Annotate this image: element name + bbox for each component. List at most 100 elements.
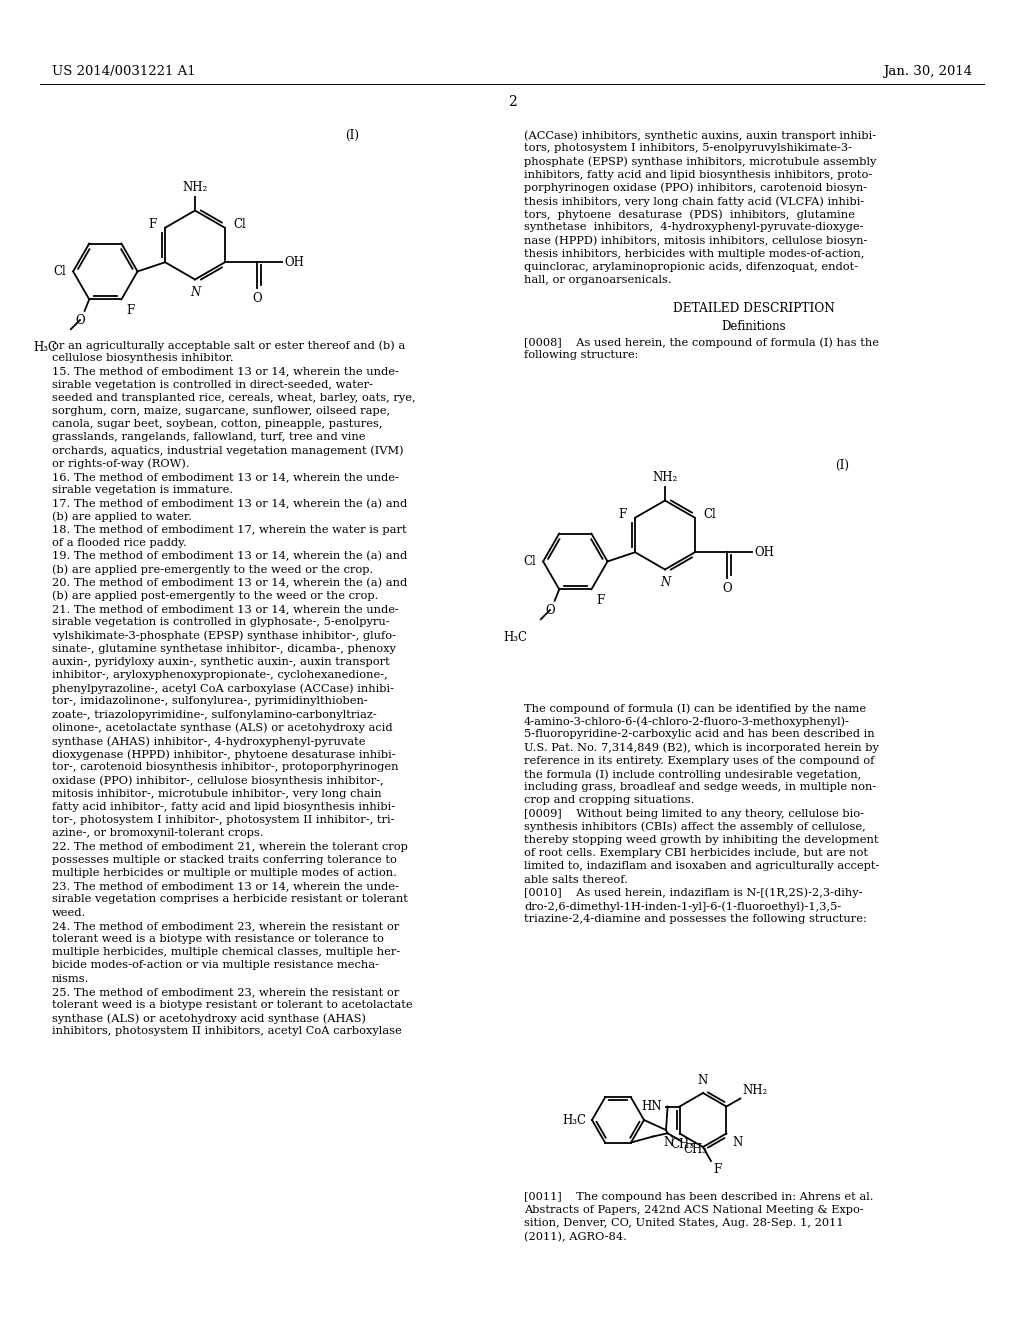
Text: (b) are applied post-emergently to the weed or the crop.: (b) are applied post-emergently to the w… xyxy=(52,591,379,602)
Text: olinone-, acetolactate synthase (ALS) or acetohydroxy acid: olinone-, acetolactate synthase (ALS) or… xyxy=(52,723,392,734)
Text: sirable vegetation is immature.: sirable vegetation is immature. xyxy=(52,486,233,495)
Text: thereby stopping weed growth by inhibiting the development: thereby stopping weed growth by inhibiti… xyxy=(524,836,879,845)
Text: inhibitors, photosystem II inhibitors, acetyl CoA carboxylase: inhibitors, photosystem II inhibitors, a… xyxy=(52,1027,401,1036)
Text: weed.: weed. xyxy=(52,908,86,917)
Text: H₃C: H₃C xyxy=(562,1114,586,1126)
Text: H₃C: H₃C xyxy=(33,341,57,354)
Text: auxin-, pyridyloxy auxin-, synthetic auxin-, auxin transport: auxin-, pyridyloxy auxin-, synthetic aux… xyxy=(52,657,390,667)
Text: H₃C: H₃C xyxy=(503,631,527,644)
Text: F: F xyxy=(713,1163,721,1176)
Text: seeded and transplanted rice, cereals, wheat, barley, oats, rye,: seeded and transplanted rice, cereals, w… xyxy=(52,393,416,403)
Text: (ACCase) inhibitors, synthetic auxins, auxin transport inhibi-: (ACCase) inhibitors, synthetic auxins, a… xyxy=(524,129,877,140)
Text: Cl: Cl xyxy=(53,265,67,279)
Text: sirable vegetation is controlled in direct-seeded, water-: sirable vegetation is controlled in dire… xyxy=(52,380,373,389)
Text: sorghum, corn, maize, sugarcane, sunflower, oilseed rape,: sorghum, corn, maize, sugarcane, sunflow… xyxy=(52,407,390,416)
Text: phosphate (EPSP) synthase inhibitors, microtubule assembly: phosphate (EPSP) synthase inhibitors, mi… xyxy=(524,156,877,166)
Text: 19. The method of embodiment 13 or 14, wherein the (a) and: 19. The method of embodiment 13 or 14, w… xyxy=(52,552,408,561)
Text: tolerant weed is a biotype with resistance or tolerance to: tolerant weed is a biotype with resistan… xyxy=(52,935,384,944)
Text: azine-, or bromoxynil-tolerant crops.: azine-, or bromoxynil-tolerant crops. xyxy=(52,829,263,838)
Text: Jan. 30, 2014: Jan. 30, 2014 xyxy=(883,66,972,78)
Text: [0009]    Without being limited to any theory, cellulose bio-: [0009] Without being limited to any theo… xyxy=(524,809,864,818)
Text: reference in its entirety. Exemplary uses of the compound of: reference in its entirety. Exemplary use… xyxy=(524,756,874,766)
Text: oxidase (PPO) inhibitor-, cellulose biosynthesis inhibitor-,: oxidase (PPO) inhibitor-, cellulose bios… xyxy=(52,776,384,787)
Text: orchards, aquatics, industrial vegetation management (IVM): orchards, aquatics, industrial vegetatio… xyxy=(52,446,403,457)
Text: sinate-, glutamine synthetase inhibitor-, dicamba-, phenoxy: sinate-, glutamine synthetase inhibitor-… xyxy=(52,644,396,653)
Text: [0008]    As used herein, the compound of formula (I) has the: [0008] As used herein, the compound of f… xyxy=(524,337,879,347)
Text: DETAILED DESCRIPTION: DETAILED DESCRIPTION xyxy=(673,301,835,314)
Text: following structure:: following structure: xyxy=(524,350,638,360)
Text: tors, photosystem I inhibitors, 5-enolpyruvylshikimate-3-: tors, photosystem I inhibitors, 5-enolpy… xyxy=(524,143,852,153)
Text: zoate-, triazolopyrimidine-, sulfonylamino-carbonyltriaz-: zoate-, triazolopyrimidine-, sulfonylami… xyxy=(52,710,377,719)
Text: or an agriculturally acceptable salt or ester thereof and (b) a: or an agriculturally acceptable salt or … xyxy=(52,341,406,351)
Text: O: O xyxy=(252,292,262,305)
Text: (2011), AGRO-84.: (2011), AGRO-84. xyxy=(524,1232,627,1242)
Text: 4-amino-3-chloro-6-(4-chloro-2-fluoro-3-methoxyphenyl)-: 4-amino-3-chloro-6-(4-chloro-2-fluoro-3-… xyxy=(524,717,850,727)
Text: crop and cropping situations.: crop and cropping situations. xyxy=(524,796,694,805)
Text: [0010]    As used herein, indaziflam is N-[(1R,2S)-2,3-dihy-: [0010] As used herein, indaziflam is N-[… xyxy=(524,888,862,899)
Text: dioxygenase (HPPD) inhibitor-, phytoene desaturase inhibi-: dioxygenase (HPPD) inhibitor-, phytoene … xyxy=(52,750,395,760)
Text: U.S. Pat. No. 7,314,849 (B2), which is incorporated herein by: U.S. Pat. No. 7,314,849 (B2), which is i… xyxy=(524,743,879,754)
Text: 23. The method of embodiment 13 or 14, wherein the unde-: 23. The method of embodiment 13 or 14, w… xyxy=(52,882,399,891)
Text: phenylpyrazoline-, acetyl CoA carboxylase (ACCase) inhibi-: phenylpyrazoline-, acetyl CoA carboxylas… xyxy=(52,684,394,694)
Text: N: N xyxy=(664,1135,674,1148)
Text: thesis inhibitors, very long chain fatty acid (VLCFA) inhibi-: thesis inhibitors, very long chain fatty… xyxy=(524,195,864,206)
Text: sirable vegetation comprises a herbicide resistant or tolerant: sirable vegetation comprises a herbicide… xyxy=(52,895,408,904)
Text: cellulose biosynthesis inhibitor.: cellulose biosynthesis inhibitor. xyxy=(52,354,233,363)
Text: NH₂: NH₂ xyxy=(742,1085,768,1097)
Text: synthase (AHAS) inhibitor-, 4-hydroxyphenyl-pyruvate: synthase (AHAS) inhibitor-, 4-hydroxyphe… xyxy=(52,737,366,747)
Text: nisms.: nisms. xyxy=(52,974,89,983)
Text: triazine-2,4-diamine and possesses the following structure:: triazine-2,4-diamine and possesses the f… xyxy=(524,915,866,924)
Text: O: O xyxy=(722,582,732,595)
Text: OH: OH xyxy=(285,256,304,269)
Text: Definitions: Definitions xyxy=(722,319,786,333)
Text: 16. The method of embodiment 13 or 14, wherein the unde-: 16. The method of embodiment 13 or 14, w… xyxy=(52,473,399,482)
Text: including grass, broadleaf and sedge weeds, in multiple non-: including grass, broadleaf and sedge wee… xyxy=(524,783,877,792)
Text: 17. The method of embodiment 13 or 14, wherein the (a) and: 17. The method of embodiment 13 or 14, w… xyxy=(52,499,408,508)
Text: F: F xyxy=(148,218,157,231)
Text: Cl: Cl xyxy=(523,554,537,568)
Text: CH₃: CH₃ xyxy=(670,1138,694,1151)
Text: 15. The method of embodiment 13 or 14, wherein the unde-: 15. The method of embodiment 13 or 14, w… xyxy=(52,367,399,376)
Text: F: F xyxy=(596,594,604,607)
Text: the formula (I) include controlling undesirable vegetation,: the formula (I) include controlling unde… xyxy=(524,770,861,780)
Text: sirable vegetation is controlled in glyphosate-, 5-enolpyru-: sirable vegetation is controlled in glyp… xyxy=(52,618,389,627)
Text: limited to, indaziflam and isoxaben and agriculturally accept-: limited to, indaziflam and isoxaben and … xyxy=(524,862,880,871)
Text: porphyrinogen oxidase (PPO) inhibitors, carotenoid biosyn-: porphyrinogen oxidase (PPO) inhibitors, … xyxy=(524,182,867,193)
Text: US 2014/0031221 A1: US 2014/0031221 A1 xyxy=(52,66,196,78)
Text: able salts thereof.: able salts thereof. xyxy=(524,875,628,884)
Text: Cl: Cl xyxy=(232,218,246,231)
Text: tor-, carotenoid biosynthesis inhibitor-, protoporphyrinogen: tor-, carotenoid biosynthesis inhibitor-… xyxy=(52,763,398,772)
Text: 24. The method of embodiment 23, wherein the resistant or: 24. The method of embodiment 23, wherein… xyxy=(52,921,399,931)
Text: 2: 2 xyxy=(508,95,516,110)
Text: inhibitor-, aryloxyphenoxypropionate-, cyclohexanedione-,: inhibitor-, aryloxyphenoxypropionate-, c… xyxy=(52,671,388,680)
Text: bicide modes-of-action or via multiple resistance mecha-: bicide modes-of-action or via multiple r… xyxy=(52,961,379,970)
Text: dro-2,6-dimethyl-1H-inden-1-yl]-6-(1-fluoroethyl)-1,3,5-: dro-2,6-dimethyl-1H-inden-1-yl]-6-(1-flu… xyxy=(524,902,842,912)
Text: N: N xyxy=(732,1135,742,1148)
Text: 5-fluoropyridine-2-carboxylic acid and has been described in: 5-fluoropyridine-2-carboxylic acid and h… xyxy=(524,730,874,739)
Text: tolerant weed is a biotype resistant or tolerant to acetolactate: tolerant weed is a biotype resistant or … xyxy=(52,1001,413,1010)
Text: [0011]    The compound has been described in: Ahrens et al.: [0011] The compound has been described i… xyxy=(524,1192,873,1203)
Text: 20. The method of embodiment 13 or 14, wherein the (a) and: 20. The method of embodiment 13 or 14, w… xyxy=(52,578,408,587)
Text: The compound of formula (I) can be identified by the name: The compound of formula (I) can be ident… xyxy=(524,704,866,714)
Text: 25. The method of embodiment 23, wherein the resistant or: 25. The method of embodiment 23, wherein… xyxy=(52,987,399,997)
Text: N: N xyxy=(659,577,670,590)
Text: hall, or organoarsenicals.: hall, or organoarsenicals. xyxy=(524,275,672,285)
Text: multiple herbicides or multiple or multiple modes of action.: multiple herbicides or multiple or multi… xyxy=(52,869,397,878)
Text: 22. The method of embodiment 21, wherein the tolerant crop: 22. The method of embodiment 21, wherein… xyxy=(52,842,408,851)
Text: or rights-of-way (ROW).: or rights-of-way (ROW). xyxy=(52,459,189,470)
Text: possesses multiple or stacked traits conferring tolerance to: possesses multiple or stacked traits con… xyxy=(52,855,397,865)
Text: CH₃: CH₃ xyxy=(683,1143,708,1156)
Text: mitosis inhibitor-, microtubule inhibitor-, very long chain: mitosis inhibitor-, microtubule inhibito… xyxy=(52,789,382,799)
Text: multiple herbicides, multiple chemical classes, multiple her-: multiple herbicides, multiple chemical c… xyxy=(52,948,400,957)
Text: tor-, photosystem I inhibitor-, photosystem II inhibitor-, tri-: tor-, photosystem I inhibitor-, photosys… xyxy=(52,816,394,825)
Text: synthase (ALS) or acetohydroxy acid synthase (AHAS): synthase (ALS) or acetohydroxy acid synt… xyxy=(52,1014,366,1024)
Text: 18. The method of embodiment 17, wherein the water is part: 18. The method of embodiment 17, wherein… xyxy=(52,525,407,535)
Text: synthetase  inhibitors,  4-hydroxyphenyl-pyruvate-dioxyge-: synthetase inhibitors, 4-hydroxyphenyl-p… xyxy=(524,222,863,232)
Text: (I): (I) xyxy=(345,128,359,141)
Text: O: O xyxy=(75,314,85,326)
Text: Cl: Cl xyxy=(702,508,716,521)
Text: F: F xyxy=(126,304,134,317)
Text: N: N xyxy=(698,1074,709,1086)
Text: OH: OH xyxy=(755,545,774,558)
Text: grasslands, rangelands, fallowland, turf, tree and vine: grasslands, rangelands, fallowland, turf… xyxy=(52,433,366,442)
